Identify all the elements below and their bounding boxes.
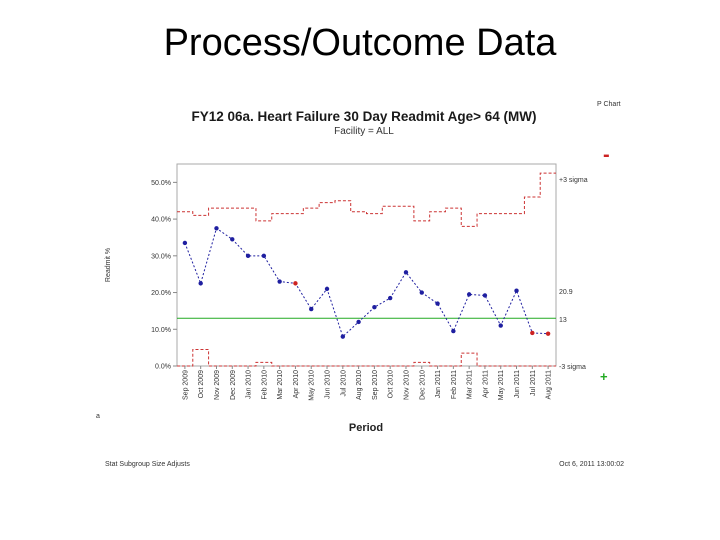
corner-mark: a — [96, 413, 100, 420]
x-tick-label: Aug 2010 — [356, 370, 363, 400]
x-tick-label: Aug 2011 — [546, 370, 553, 400]
x-tick-label: Jan 2011 — [435, 370, 442, 398]
data-point — [545, 331, 551, 336]
x-tick-label: Jul 2011 — [530, 370, 537, 396]
y-tick-label: 40.0% — [151, 217, 171, 224]
data-point — [182, 240, 188, 246]
y-tick-label: 50.0% — [151, 180, 171, 187]
data-point — [403, 270, 409, 275]
footer-right: Oct 6, 2011 13:00:02 — [559, 461, 624, 468]
x-tick-label: Jul 2010 — [340, 370, 347, 397]
data-point — [324, 286, 330, 292]
upper-control-limit — [177, 172, 556, 227]
data-point — [419, 290, 424, 295]
x-tick-label: Apr 2010 — [293, 370, 300, 399]
data-point — [451, 328, 456, 334]
ucl-value-label: 20.9 — [559, 289, 573, 296]
data-point — [293, 281, 298, 286]
data-series — [182, 226, 551, 339]
slide-title: Process/Outcome Data — [163, 22, 557, 64]
lcl-label: -3 sigma — [559, 364, 586, 371]
x-axis: Sep 2009 Oct 2009 Nov 2009 Dec 2009 Jan 2010… — [182, 366, 553, 401]
data-point — [482, 293, 488, 298]
control-limits — [177, 172, 556, 367]
data-point — [261, 253, 267, 259]
data-point — [230, 237, 235, 242]
center-value-label: 13 — [559, 317, 567, 324]
data-point — [466, 292, 472, 297]
data-point — [435, 301, 440, 306]
x-axis-title: Period — [349, 422, 383, 434]
x-tick-label: Oct 2010 — [388, 370, 395, 399]
y-axis: 0.0% 10.0% 20.0% 30.0% 40.0% 50.0% — [151, 180, 177, 371]
data-point — [277, 279, 282, 284]
x-tick-label: May 2011 — [498, 370, 505, 400]
x-tick-label: Feb 2010 — [261, 370, 268, 400]
lower-control-limit — [177, 348, 556, 367]
x-tick-label: May 2010 — [309, 370, 316, 401]
x-tick-label: Sep 2009 — [182, 370, 189, 400]
y-axis-title: Readmit % — [105, 248, 112, 282]
x-tick-label: Mar 2011 — [467, 370, 474, 399]
x-tick-label: Mar 2010 — [277, 370, 284, 400]
x-tick-label: Jun 2011 — [514, 370, 521, 398]
data-point — [514, 288, 519, 293]
data-point — [198, 281, 203, 286]
plot-frame — [176, 163, 557, 367]
series-line — [184, 227, 549, 338]
signal-plus-marker: + — [600, 369, 608, 384]
data-point — [372, 305, 377, 310]
y-tick-label: 30.0% — [151, 253, 171, 260]
data-point — [530, 330, 535, 336]
data-point — [340, 334, 346, 339]
x-tick-label: Dec 2009 — [230, 370, 237, 400]
y-tick-label: 0.0% — [155, 364, 171, 371]
footer-left: Stat Subgroup Size Adjusts — [105, 461, 190, 468]
data-point — [309, 306, 314, 312]
y-tick-label: 20.0% — [151, 290, 171, 297]
data-point — [387, 295, 393, 301]
x-tick-label: Feb 2011 — [451, 370, 458, 399]
x-tick-label: Dec 2010 — [419, 370, 426, 400]
data-point — [245, 253, 251, 259]
data-point — [214, 226, 219, 231]
y-tick-label: 10.0% — [151, 327, 171, 334]
x-tick-label: Apr 2011 — [482, 370, 489, 398]
x-tick-label: Jun 2010 — [325, 370, 332, 399]
ucl-label: +3 sigma — [559, 177, 588, 184]
data-point — [498, 323, 503, 328]
chart-title: FY12 06a. Heart Failure 30 Day Readmit A… — [191, 109, 536, 124]
chart-subtitle: Facility = ALL — [334, 126, 394, 137]
x-tick-label: Oct 2009 — [198, 370, 205, 399]
signal-minus-marker: - — [603, 144, 610, 166]
x-tick-label: Sep 2010 — [372, 370, 379, 400]
x-tick-label: Nov 2009 — [214, 370, 221, 400]
chart-kind-label: P Chart — [597, 101, 621, 108]
x-tick-label: Nov 2010 — [403, 370, 410, 400]
data-point — [356, 319, 361, 325]
x-tick-label: Jan 2010 — [246, 370, 253, 399]
